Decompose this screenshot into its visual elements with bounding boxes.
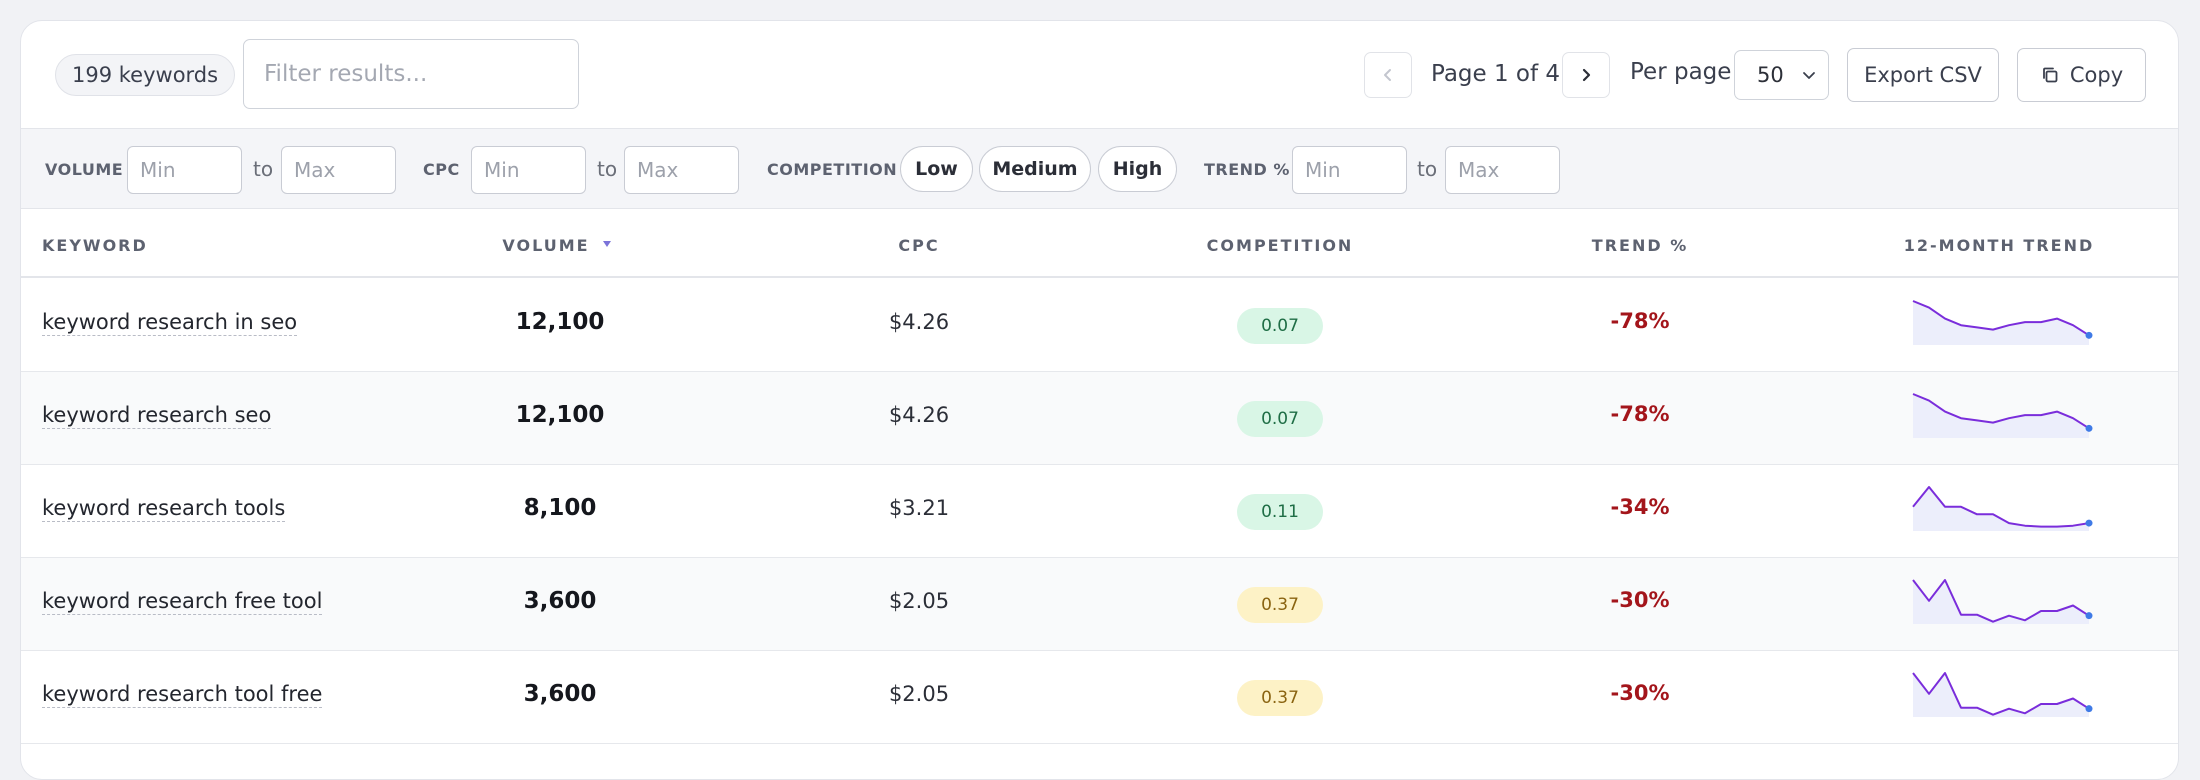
volume-max-input[interactable] — [281, 146, 396, 194]
sparkline-area — [1913, 673, 2089, 717]
table-row[interactable]: keyword research tools 8,100 $3.21 0.11 … — [21, 465, 2178, 558]
volume-filter-label: VOLUME — [45, 160, 124, 179]
per-page-select[interactable]: 50 — [1734, 50, 1829, 100]
sparkline-chart — [1912, 393, 2093, 438]
chevron-right-icon — [1582, 68, 1591, 82]
keyword-cell[interactable]: keyword research free tool — [42, 589, 323, 615]
cpc-min-input[interactable] — [471, 146, 586, 194]
column-header-monthly-trend: 12-MONTH TREND — [1903, 236, 2095, 255]
sparkline-chart — [1912, 300, 2093, 345]
cpc-cell: $2.05 — [888, 589, 950, 613]
competition-badge: 0.37 — [1237, 587, 1323, 623]
table-row[interactable]: keyword research free tool 3,600 $2.05 0… — [21, 558, 2178, 651]
cpc-max-input[interactable] — [624, 146, 739, 194]
column-header-volume[interactable]: VOLUME — [502, 236, 590, 255]
column-header-trend[interactable]: TREND % — [1591, 236, 1689, 255]
keyword-results-panel: 199 keywords Page 1 of 4 Per page 50 Exp… — [20, 20, 2179, 780]
sparkline-endpoint — [2085, 424, 2093, 432]
next-page-button[interactable] — [1562, 52, 1610, 98]
trend-min-input[interactable] — [1292, 146, 1407, 194]
volume-cell: 3,600 — [523, 681, 597, 707]
trend-percent-cell: -78% — [1610, 309, 1670, 333]
keyword-cell[interactable]: keyword research tool free — [42, 682, 323, 708]
cpc-filter-label: CPC — [423, 160, 460, 179]
sparkline-chart — [1912, 579, 2093, 624]
sort-descending-icon — [603, 241, 611, 247]
per-page-value: 50 — [1757, 63, 1784, 87]
trend-to-label: to — [1417, 157, 1438, 181]
competition-chip-medium[interactable]: Medium — [979, 146, 1091, 192]
competition-chip-low[interactable]: Low — [900, 146, 973, 192]
sparkline-line — [1912, 579, 2090, 623]
export-csv-button[interactable]: Export CSV — [1847, 48, 1999, 102]
column-header-keyword[interactable]: KEYWORD — [42, 236, 148, 255]
trend-filter-label: TREND % — [1204, 160, 1290, 179]
column-header-competition[interactable]: COMPETITION — [1206, 236, 1354, 255]
filter-results-input[interactable] — [243, 39, 579, 109]
cpc-cell: $4.26 — [888, 310, 950, 334]
volume-to-label: to — [253, 157, 274, 181]
cpc-to-label: to — [597, 157, 618, 181]
volume-cell: 8,100 — [523, 495, 597, 521]
column-filters: VOLUME to CPC to COMPETITION Low Medium … — [21, 129, 2178, 209]
sparkline-line — [1912, 672, 2090, 716]
sparkline-endpoint — [2085, 612, 2093, 620]
sparkline-endpoint — [2085, 519, 2093, 527]
trend-max-input[interactable] — [1445, 146, 1560, 194]
table-row[interactable]: keyword research in seo 12,100 $4.26 0.0… — [21, 279, 2178, 372]
export-csv-label: Export CSV — [1864, 63, 1982, 87]
competition-badge: 0.11 — [1237, 494, 1323, 530]
trend-percent-cell: -30% — [1610, 588, 1670, 612]
cpc-cell: $2.05 — [888, 682, 950, 706]
sparkline-line — [1912, 486, 2090, 528]
competition-badge: 0.07 — [1237, 308, 1323, 344]
volume-min-input[interactable] — [127, 146, 242, 194]
copy-label: Copy — [2069, 63, 2124, 87]
competition-filter-label: COMPETITION — [767, 160, 898, 179]
competition-badge: 0.37 — [1237, 680, 1323, 716]
copy-button[interactable]: Copy — [2017, 48, 2146, 102]
chevron-left-icon — [1384, 69, 1391, 81]
previous-page-button[interactable] — [1364, 52, 1412, 98]
copy-icon — [2042, 67, 2058, 83]
volume-cell: 3,600 — [523, 588, 597, 614]
table-header: KEYWORD VOLUME CPC COMPETITION TREND % 1… — [21, 210, 2178, 278]
sparkline-area — [1913, 487, 2089, 531]
sparkline-chart — [1912, 672, 2093, 717]
keyword-cell[interactable]: keyword research seo — [42, 403, 272, 429]
per-page-label: Per page — [1630, 59, 1732, 85]
sparkline-area — [1913, 394, 2089, 438]
keyword-cell[interactable]: keyword research tools — [42, 496, 286, 522]
trend-percent-cell: -78% — [1610, 402, 1670, 426]
competition-chip-high[interactable]: High — [1098, 146, 1177, 192]
sparkline-line — [1912, 300, 2090, 337]
trend-percent-cell: -30% — [1610, 681, 1670, 705]
sparkline-area — [1913, 580, 2089, 624]
sparkline-line — [1912, 393, 2090, 430]
chevron-down-icon — [1803, 72, 1815, 79]
sparkline-area — [1913, 301, 2089, 345]
keyword-count-badge: 199 keywords — [55, 54, 236, 96]
volume-cell: 12,100 — [515, 402, 605, 428]
sparkline-endpoint — [2085, 331, 2093, 339]
competition-badge: 0.07 — [1237, 401, 1323, 437]
column-header-cpc[interactable]: CPC — [898, 236, 940, 255]
keyword-cell[interactable]: keyword research in seo — [42, 310, 298, 336]
page-indicator: Page 1 of 4 — [1431, 61, 1561, 87]
sparkline-chart — [1912, 486, 2093, 531]
sparkline-endpoint — [2085, 705, 2093, 713]
volume-cell: 12,100 — [515, 309, 605, 335]
trend-percent-cell: -34% — [1610, 495, 1670, 519]
cpc-cell: $4.26 — [888, 403, 950, 427]
table-row[interactable]: keyword research tool free 3,600 $2.05 0… — [21, 651, 2178, 744]
results-toolbar: 199 keywords Page 1 of 4 Per page 50 Exp… — [21, 21, 2178, 129]
table-row[interactable]: keyword research seo 12,100 $4.26 0.07 -… — [21, 372, 2178, 465]
cpc-cell: $3.21 — [888, 496, 950, 520]
